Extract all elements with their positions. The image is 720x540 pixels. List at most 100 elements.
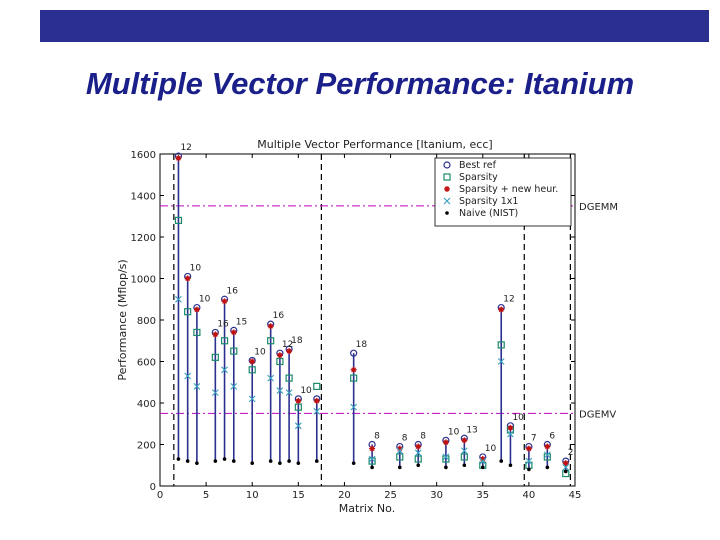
data-label: 8 xyxy=(402,434,408,444)
data-label: 8 xyxy=(374,432,380,442)
data-point xyxy=(368,457,376,465)
data-point xyxy=(267,337,275,345)
x-tick-label: 20 xyxy=(338,490,351,501)
data-point xyxy=(287,459,291,463)
data-point xyxy=(480,465,485,470)
y-tick-label: 400 xyxy=(137,399,156,410)
y-tick-label: 1000 xyxy=(131,275,156,286)
data-label: 12 xyxy=(180,143,191,153)
data-marks xyxy=(174,152,570,478)
data-point xyxy=(369,445,376,452)
data-point xyxy=(460,447,468,455)
data-point xyxy=(248,366,256,374)
data-label: 2 xyxy=(568,448,574,458)
data-point xyxy=(396,447,404,455)
chart-title: Multiple Vector Performance [Itanium, ec… xyxy=(257,138,492,151)
data-point xyxy=(314,459,319,463)
y-tick-label: 1400 xyxy=(131,192,156,203)
data-point xyxy=(442,453,450,461)
x-tick-label: 45 xyxy=(569,490,582,501)
data-point xyxy=(231,459,236,463)
data-point xyxy=(230,329,237,336)
data-point xyxy=(498,306,505,313)
data-point xyxy=(396,453,404,461)
x-tick-label: 25 xyxy=(384,490,397,501)
data-point xyxy=(195,461,199,465)
data-point xyxy=(442,455,450,463)
data-label: 10 xyxy=(190,263,202,273)
data-point xyxy=(221,298,228,305)
legend-marker xyxy=(443,173,451,181)
x-tick-label: 40 xyxy=(523,490,536,501)
data-point xyxy=(414,455,422,463)
legend-marker xyxy=(443,161,451,169)
data-label: 18 xyxy=(291,336,303,346)
data-label: 13 xyxy=(466,425,477,435)
legend-label: Sparsity 1x1 xyxy=(459,196,518,207)
data-label: 18 xyxy=(356,340,368,350)
data-point xyxy=(313,397,320,404)
legend-label: Sparsity xyxy=(459,172,498,183)
title-bar xyxy=(40,10,709,42)
data-point xyxy=(460,453,468,461)
data-point xyxy=(562,460,569,467)
x-tick-label: 30 xyxy=(430,490,443,501)
data-point xyxy=(268,459,273,463)
data-point xyxy=(213,459,218,463)
data-point xyxy=(294,422,302,430)
data-point xyxy=(368,455,376,463)
data-point xyxy=(193,328,201,337)
data-point xyxy=(350,349,358,357)
data-point xyxy=(350,374,358,382)
y-tick-label: 1600 xyxy=(131,150,156,161)
data-point xyxy=(221,366,228,374)
data-point xyxy=(313,382,321,390)
data-point xyxy=(350,403,358,411)
data-label: 10 xyxy=(512,413,524,423)
performance-chart: Multiple Vector Performance [Itanium, ec… xyxy=(116,138,618,515)
data-point xyxy=(285,374,293,382)
data-point xyxy=(527,467,531,472)
data-label: 10 xyxy=(300,386,312,396)
axes: 0 5 10 15 20 25 30 35 40 45 0 200 400 600 800 1000 1200 1… xyxy=(131,150,582,501)
data-point xyxy=(497,341,505,349)
data-point xyxy=(285,389,293,397)
data-point xyxy=(507,430,514,438)
data-point xyxy=(562,463,570,471)
data-point xyxy=(479,457,487,465)
data-point xyxy=(296,461,301,465)
data-point xyxy=(211,389,219,397)
data-point xyxy=(276,352,283,359)
data-label: 10 xyxy=(254,347,266,357)
data-label: 7 xyxy=(531,434,537,444)
data-point xyxy=(248,395,256,403)
data-point xyxy=(250,461,255,465)
data-label: 12 xyxy=(282,340,293,350)
data-point xyxy=(276,387,284,394)
data-label: 12 xyxy=(503,295,514,305)
data-point xyxy=(396,445,403,452)
data-point xyxy=(461,437,468,444)
legend-label: Best ref xyxy=(459,160,497,171)
data-point xyxy=(543,453,551,461)
legend-marker xyxy=(444,186,450,192)
x-tick-label: 35 xyxy=(476,490,489,501)
x-tick-label: 15 xyxy=(292,490,305,501)
data-point xyxy=(193,306,200,313)
y-axis-label: Performance (Mflop/s) xyxy=(116,259,129,380)
page-title: Multiple Vector Performance: Itanium xyxy=(85,66,635,101)
data-point xyxy=(286,348,293,355)
data-label: 16 xyxy=(273,311,285,321)
x-tick-label: 5 xyxy=(203,490,209,501)
x-tick-label: 0 xyxy=(157,490,163,501)
data-point xyxy=(267,323,274,330)
data-point xyxy=(545,465,550,470)
data-label: 6 xyxy=(549,432,555,442)
data-point xyxy=(295,397,302,404)
data-label: 16 xyxy=(227,286,239,296)
legend-label: Sparsity + new heur. xyxy=(459,184,558,195)
data-point xyxy=(525,457,533,465)
data-label: 10 xyxy=(199,295,211,305)
data-point xyxy=(442,439,449,446)
